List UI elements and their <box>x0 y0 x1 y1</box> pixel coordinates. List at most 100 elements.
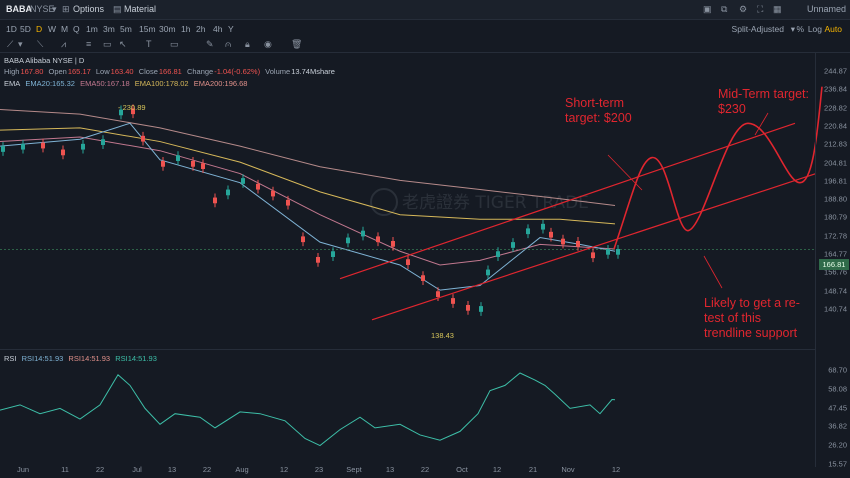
candle <box>271 190 275 197</box>
candle <box>1 146 5 152</box>
open-value: 165.17 <box>67 67 91 76</box>
pane-divider[interactable] <box>0 349 816 350</box>
mid-term-target-note: Mid-Term target: $230 <box>718 87 809 116</box>
change-label: Change <box>186 67 214 76</box>
price-tick: 204.81 <box>824 158 847 168</box>
time-tick: Jun <box>16 465 30 474</box>
layout-name[interactable]: Unnamed <box>806 4 846 14</box>
candle <box>301 236 305 243</box>
channel-lower-line[interactable] <box>371 172 817 321</box>
cursor-tool-icon[interactable]: ↖ <box>119 39 127 49</box>
timeframe-y[interactable]: Y <box>228 24 234 34</box>
timeframe-5m[interactable]: 5m <box>120 24 132 34</box>
text-tool-icon[interactable]: T <box>146 39 152 49</box>
timeframe-3m[interactable]: 3m <box>103 24 115 34</box>
candle <box>131 108 135 115</box>
auto-scale-button[interactable]: Auto <box>824 24 843 34</box>
settings-icon[interactable]: ⚙ <box>739 4 748 14</box>
snapshot-icon[interactable]: ▣ <box>703 4 712 14</box>
projection-path[interactable] <box>613 86 823 250</box>
candle <box>591 252 595 259</box>
candle <box>101 139 105 145</box>
time-tick: 12 <box>279 465 289 474</box>
compare-icon[interactable]: ⧉ <box>721 4 728 14</box>
candle <box>331 251 335 257</box>
rect-tool-icon[interactable]: ▭ <box>103 39 112 49</box>
timeframe-1m[interactable]: 1m <box>86 24 98 34</box>
trash-icon[interactable]: 🗑︎ <box>291 39 303 49</box>
options-button[interactable]: Options <box>73 4 105 14</box>
candle <box>436 291 440 297</box>
ohlc-legend: High167.80 Open165.17 Low163.40 Close166… <box>4 67 338 76</box>
exchange-label: NYSE <box>30 4 55 14</box>
candle <box>241 178 245 184</box>
rsi-tick: 47.45 <box>828 403 847 413</box>
high-marker-label: 230.89 <box>122 103 146 112</box>
material-button[interactable]: Material <box>124 4 157 14</box>
candle <box>161 160 165 167</box>
timeframe-w[interactable]: W <box>48 24 57 34</box>
fib-tool-icon[interactable]: ≡ <box>86 39 92 49</box>
pattern-tool-icon[interactable]: ⩘ <box>61 39 67 49</box>
watermark-text: 老虎證券 TIGER TRADE <box>402 193 589 213</box>
time-tick: 22 <box>95 465 105 474</box>
ema-label: EMA <box>4 79 21 88</box>
timeframe-1h[interactable]: 1h <box>181 24 191 34</box>
timeframe-d[interactable]: D <box>36 24 43 34</box>
timeframe-4h[interactable]: 4h <box>213 24 223 34</box>
candle <box>213 197 217 204</box>
rsi-legend[interactable]: RSI RSI14:51.93 RSI14:51.93 RSI14:51.93 <box>4 354 160 363</box>
layout-icon[interactable]: ▦ <box>773 4 782 14</box>
rsi-tick: 58.08 <box>828 384 847 394</box>
chevron-down-icon[interactable]: ▾ <box>18 39 23 49</box>
ema50-value: EMA50:167.18 <box>80 79 130 88</box>
candle <box>606 248 610 255</box>
channel-upper-line[interactable] <box>339 122 796 280</box>
timeframe-q[interactable]: Q <box>73 24 80 34</box>
magnet-icon[interactable]: ⩀ <box>225 39 232 49</box>
chevron-down-icon[interactable]: ▾ <box>790 24 795 34</box>
line-tool-icon[interactable]: ⟋ <box>7 39 14 49</box>
fullscreen-icon[interactable]: ⛶ <box>757 4 764 14</box>
rsi-value-3: RSI14:51.93 <box>115 354 157 363</box>
timeframe-1d[interactable]: 1D <box>6 24 17 34</box>
candle <box>141 135 145 142</box>
eye-icon[interactable]: ◉ <box>264 39 272 49</box>
candle <box>576 240 580 247</box>
timeframe-2h[interactable]: 2h <box>196 24 206 34</box>
lock-icon[interactable]: 🔒︎ <box>245 39 250 49</box>
price-axis[interactable]: 244.87 236.84 228.82 220.84 212.83 204.81 196.… <box>815 53 850 469</box>
rsi-line <box>0 372 616 447</box>
measure-tool-icon[interactable]: ▭ <box>170 39 179 49</box>
price-tick: 156.76 <box>824 267 847 277</box>
timeframe-5d[interactable]: 5D <box>20 24 31 34</box>
short-term-target-note: Short-term target: $200 <box>565 96 632 125</box>
volume-value: 13.74Mshare <box>291 67 335 76</box>
ema100-line <box>0 127 616 225</box>
dropdown-icon[interactable]: ▾ <box>52 4 57 14</box>
rsi-value-1: RSI14:51.93 <box>21 354 64 363</box>
percent-scale-button[interactable]: % <box>796 24 804 34</box>
time-tick: 22 <box>420 465 430 474</box>
timeframe-30m[interactable]: 30m <box>159 24 176 34</box>
price-tick: 236.84 <box>824 84 847 94</box>
options-icon[interactable]: ⊞ <box>62 4 70 14</box>
material-icon[interactable]: ▤ <box>113 4 122 14</box>
brush-tool-icon[interactable]: ✎ <box>206 39 214 49</box>
retest-note: Likely to get a re-test of this trendlin… <box>704 296 800 340</box>
ema50-line <box>0 136 616 266</box>
candle <box>496 251 500 257</box>
low-value: 163.40 <box>110 67 134 76</box>
timeframe-m[interactable]: M <box>61 24 69 34</box>
log-scale-button[interactable]: Log <box>807 24 822 34</box>
time-tick: Oct <box>456 465 468 474</box>
timeframe-15m[interactable]: 15m <box>139 24 156 34</box>
ema-legend[interactable]: EMA EMA20:165.32 EMA50:167.18 EMA100:178… <box>4 79 250 88</box>
candle <box>61 149 65 156</box>
candle <box>406 259 410 265</box>
adjust-dropdown[interactable]: Split-Adjusted <box>731 24 784 34</box>
ray-tool-icon[interactable]: ⟍ <box>37 39 44 49</box>
candle <box>561 238 565 245</box>
ticker-symbol[interactable]: BABA <box>6 4 32 14</box>
